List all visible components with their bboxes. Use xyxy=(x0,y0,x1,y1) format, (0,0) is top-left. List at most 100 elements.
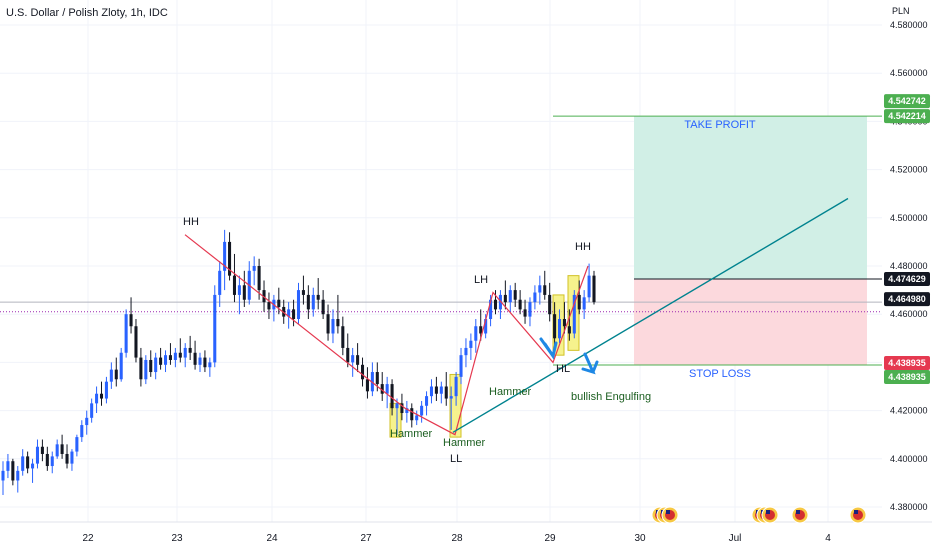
candle-body xyxy=(370,372,374,392)
currency-label: PLN xyxy=(892,6,910,16)
x-tick-label: Jul xyxy=(729,533,742,544)
candle-body xyxy=(149,359,153,373)
last-price-badge: 4.464980 xyxy=(888,294,926,304)
candle-body xyxy=(95,393,99,404)
x-tick-label: 30 xyxy=(634,533,646,544)
stop-loss-top-badge: 4.438935 xyxy=(888,358,926,368)
annotation-lh: LH xyxy=(474,274,488,286)
candle-body xyxy=(587,275,591,298)
candle-body xyxy=(346,347,350,363)
time-axis[interactable]: 22 23 24 27 28 29 30 Jul 4 xyxy=(0,521,932,544)
y-tick-label: 4.580000 xyxy=(890,20,928,30)
candle-body xyxy=(493,299,498,310)
entry-badge: 4.474629 xyxy=(888,274,926,284)
candle-body xyxy=(65,453,69,464)
x-tick-label: 28 xyxy=(451,533,463,544)
entry-badge-bg xyxy=(884,272,930,287)
candle-body xyxy=(523,309,527,317)
candle-body xyxy=(252,266,256,271)
price-levels xyxy=(0,115,882,366)
candle-body xyxy=(439,386,443,394)
candle-body xyxy=(592,275,596,303)
candle-body xyxy=(119,352,123,380)
candle-body xyxy=(533,292,537,303)
candle-body xyxy=(503,294,507,303)
x-tick-label: 29 xyxy=(544,533,556,544)
us-event-icon xyxy=(849,506,867,524)
x-tick-label: 24 xyxy=(266,533,278,544)
candle-body xyxy=(380,384,384,394)
annotation-hammer-1: Hammer xyxy=(390,428,433,440)
candle-body xyxy=(198,357,202,365)
candle-body xyxy=(444,386,448,399)
candle-body xyxy=(70,451,74,464)
ascending-trendline xyxy=(452,197,849,433)
candle-body xyxy=(429,386,434,397)
candle-body xyxy=(459,355,463,377)
candle-body xyxy=(321,299,325,315)
economic-events xyxy=(651,506,867,524)
candle-body xyxy=(405,408,409,414)
candle-body xyxy=(577,294,581,310)
y-tick-label: 4.380000 xyxy=(890,502,928,512)
candle-body xyxy=(341,326,345,348)
candle-body xyxy=(1,470,5,481)
chart-title: U.S. Dollar / Polish Zloty, 1h, IDC xyxy=(6,7,168,19)
candle-body xyxy=(208,362,212,368)
candle-body xyxy=(173,352,177,360)
candle-body xyxy=(538,285,542,293)
candle-body xyxy=(390,384,394,409)
candle-body xyxy=(159,357,163,365)
candle-body xyxy=(469,340,473,348)
grid-lines xyxy=(0,0,882,522)
candle-body xyxy=(449,396,453,399)
candle-body xyxy=(232,275,237,295)
take-profit-top-badge: 4.542742 xyxy=(888,96,926,106)
candle-body xyxy=(218,270,222,295)
candle-body xyxy=(479,326,483,334)
candle-body xyxy=(262,290,266,303)
last-price-badge-bg xyxy=(884,292,930,307)
candle-body xyxy=(129,314,133,327)
candle-body xyxy=(400,403,404,414)
candles xyxy=(1,229,596,495)
stop-loss-badge: 4.438935 xyxy=(888,372,926,382)
candle-body xyxy=(351,355,355,363)
candle-body xyxy=(90,403,94,418)
candle-body xyxy=(40,446,44,454)
candle-body xyxy=(6,461,10,471)
candle-body xyxy=(139,357,143,380)
candle-body xyxy=(553,314,557,339)
take-profit-label: TAKE PROFIT xyxy=(684,119,756,131)
candle-body xyxy=(80,425,84,438)
candle-body xyxy=(31,463,35,469)
y-tick-label: 4.500000 xyxy=(890,213,928,223)
position-zones: TAKE PROFIT STOP LOSS xyxy=(634,116,867,380)
candle-body xyxy=(267,302,271,310)
annotation-hammer-2: Hammer xyxy=(443,437,486,449)
candle-body xyxy=(464,347,468,356)
candle-body xyxy=(567,326,571,334)
stop-loss-label: STOP LOSS xyxy=(689,368,751,380)
us-event-icon xyxy=(761,506,779,524)
annotation-hh-2: HH xyxy=(575,241,591,253)
candle-body xyxy=(360,364,365,380)
candle-body xyxy=(311,294,315,310)
x-tick-label: 22 xyxy=(82,533,94,544)
candle-body xyxy=(16,470,20,481)
annotation-bullish-engulfing: bullish Engulfing xyxy=(571,391,651,403)
candle-body xyxy=(50,456,54,467)
candle-body xyxy=(228,241,232,276)
candle-body xyxy=(168,355,172,360)
candle-body xyxy=(557,319,562,339)
candle-body xyxy=(296,290,301,320)
candle-body xyxy=(316,294,320,300)
candle-body xyxy=(331,319,335,334)
candle-body xyxy=(306,294,310,310)
y-tick-label: 4.400000 xyxy=(890,454,928,464)
candle-body xyxy=(292,309,296,320)
candle-body xyxy=(484,319,488,334)
candle-body xyxy=(356,355,360,365)
